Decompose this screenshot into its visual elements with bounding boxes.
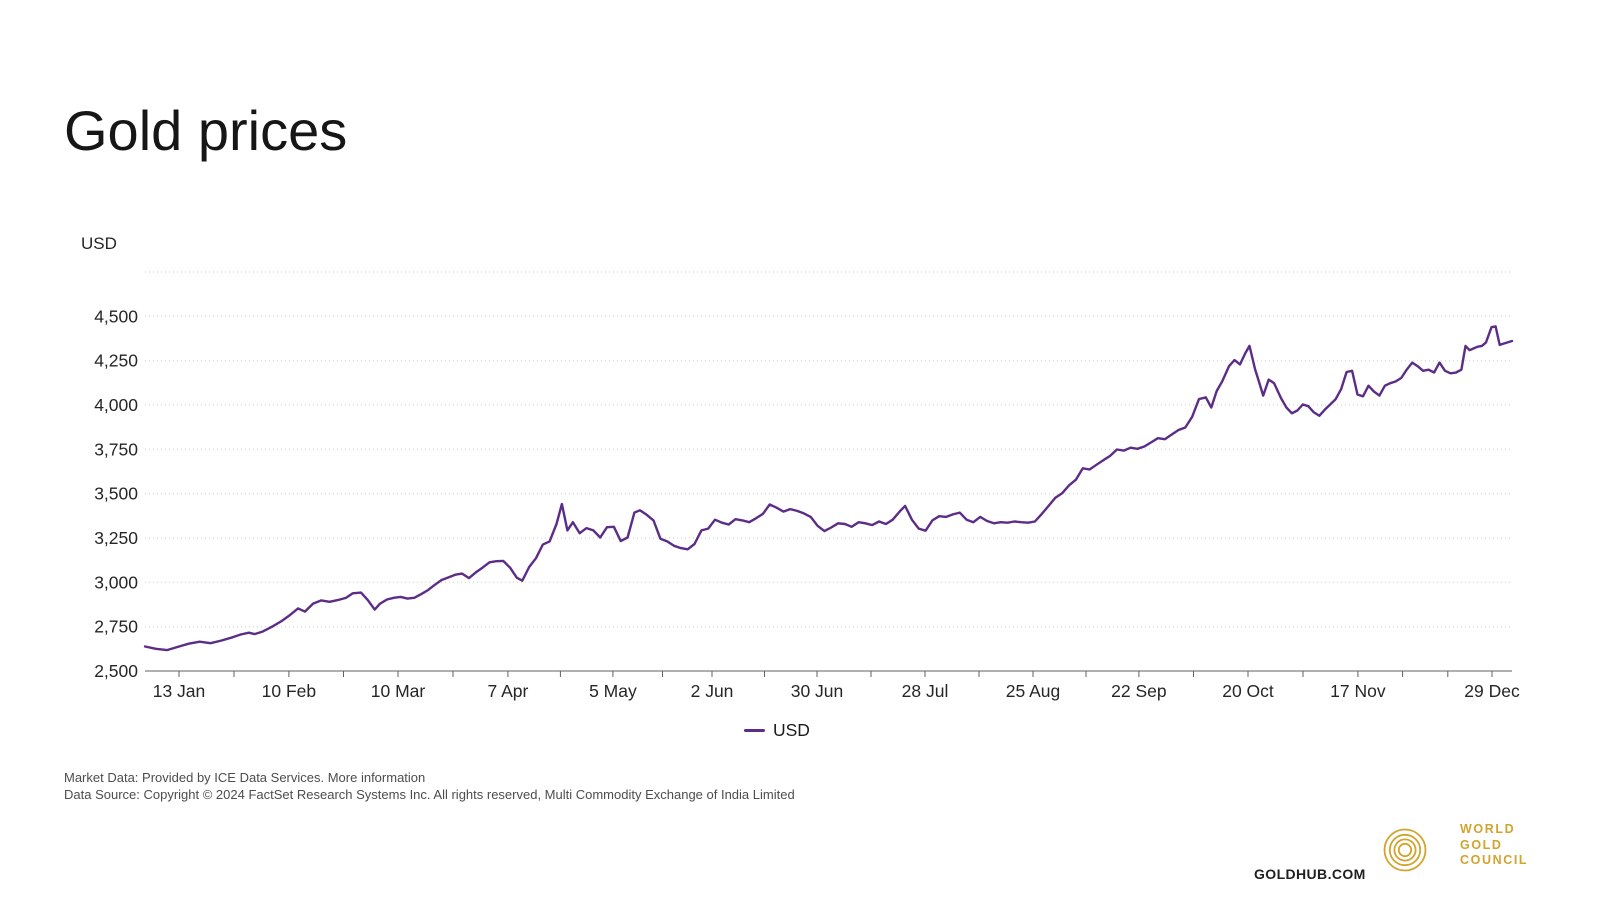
wgc-word-world: WORLD	[1460, 822, 1516, 836]
x-axis-tick-label: 20 Oct	[1222, 681, 1274, 701]
y-axis-unit-label: USD	[81, 234, 117, 253]
x-axis-tick-label: 22 Sep	[1111, 681, 1166, 701]
x-axis-tick-label: 17 Nov	[1330, 681, 1386, 701]
legend-line-swatch	[744, 729, 765, 732]
footer: Market Data: Provided by ICE Data Servic…	[64, 770, 795, 803]
world-gold-council-logo-icon	[1383, 828, 1427, 872]
x-axis-tick-label: 13 Jan	[153, 681, 206, 701]
footer-market-data-line: Market Data: Provided by ICE Data Servic…	[64, 770, 795, 787]
y-axis-tick-label: 4,000	[94, 395, 138, 415]
y-axis-tick-label: 3,000	[94, 572, 138, 592]
y-axis-tick-label: 4,250	[94, 351, 138, 371]
x-axis-tick-label: 25 Aug	[1006, 681, 1061, 701]
y-axis-tick-label: 3,250	[94, 528, 138, 548]
x-axis-tick-label: 30 Jun	[791, 681, 844, 701]
goldhub-site-label: GOLDHUB.COM	[1254, 866, 1366, 882]
wgc-word-gold: GOLD	[1460, 837, 1503, 852]
world-gold-council-wordmark: WORLD GOLD COUNCIL	[1460, 822, 1528, 869]
legend-label: USD	[773, 720, 810, 740]
price-line-usd[interactable]	[143, 325, 1514, 652]
x-axis-tick-label: 7 Apr	[487, 681, 528, 701]
x-axis-tick-label: 29 Dec	[1464, 681, 1520, 701]
more-information-link[interactable]: More information	[327, 770, 426, 785]
x-axis-tick-label: 5 May	[589, 681, 637, 701]
page-title: Gold prices	[64, 98, 348, 162]
y-axis-tick-label: 2,750	[94, 617, 138, 637]
x-axis-tick-label: 10 Mar	[371, 681, 426, 701]
y-axis-tick-label: 2,500	[94, 661, 138, 681]
wgc-word-council: COUNCIL	[1460, 853, 1529, 867]
y-axis-tick-label: 3,750	[94, 439, 138, 459]
x-axis-tick-label: 10 Feb	[262, 681, 316, 701]
x-axis-tick-label: 2 Jun	[691, 681, 734, 701]
footer-market-data-text: Market Data: Provided by ICE Data Servic…	[64, 770, 328, 785]
legend-item-usd[interactable]: USD	[744, 720, 810, 741]
y-axis-tick-label: 3,500	[94, 484, 138, 504]
footer-data-source-line: Data Source: Copyright © 2024 FactSet Re…	[64, 786, 795, 802]
x-axis-tick-label: 28 Jul	[902, 681, 949, 701]
y-axis-tick-label: 4,500	[94, 306, 138, 326]
